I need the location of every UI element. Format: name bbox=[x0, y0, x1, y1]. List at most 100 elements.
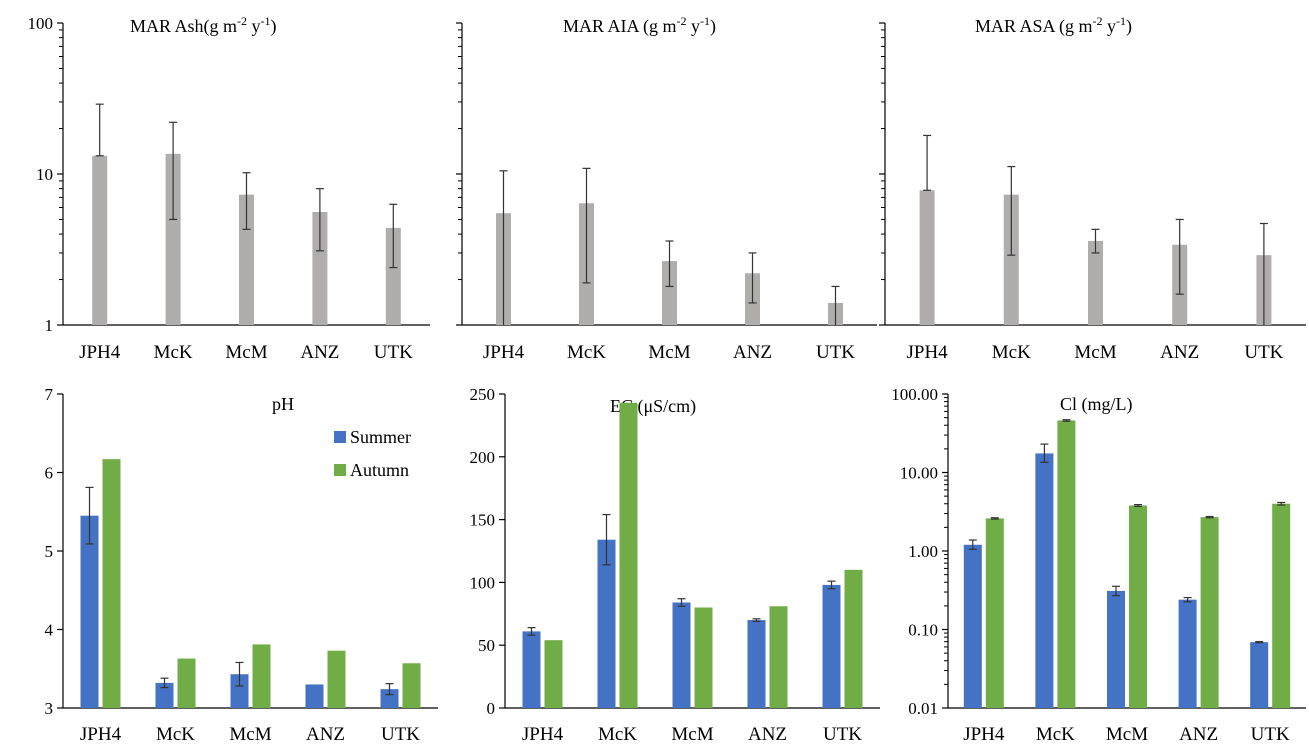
bar bbox=[102, 459, 121, 708]
x-category-label: JPH4 bbox=[907, 342, 949, 363]
plot-area: 3 4 5 6 7 JPH4 McK McM ANZ UTK bbox=[45, 385, 438, 745]
legend-swatch-summer bbox=[334, 431, 346, 443]
bar bbox=[662, 261, 677, 325]
bar bbox=[1129, 505, 1147, 708]
bar bbox=[80, 515, 99, 708]
y-tick-label: 100 bbox=[470, 573, 496, 592]
x-category-label: McM bbox=[225, 342, 267, 363]
chart-ec: EC (μS/cm) 050100150200250JPH4McKMcMANZU… bbox=[470, 385, 880, 745]
x-category-label: McM bbox=[1074, 342, 1116, 363]
bar bbox=[1272, 503, 1291, 708]
bar bbox=[985, 518, 1004, 708]
x-category-label: McM bbox=[671, 724, 713, 745]
x-category-label: JPH4 bbox=[79, 342, 121, 363]
bar bbox=[769, 606, 788, 708]
chart-mar-asa: MAR ASA (g m-2 y-1) JPH4 McK McM ANZ UTK bbox=[879, 14, 1306, 363]
bar bbox=[522, 631, 541, 708]
x-category-label: UTK bbox=[816, 342, 855, 363]
y-tick-label: 50 bbox=[478, 636, 495, 655]
y-tick-label: 4 bbox=[45, 621, 54, 640]
x-category-label: ANZ bbox=[733, 342, 772, 363]
x-category-label: ANZ bbox=[306, 724, 345, 745]
bar bbox=[1088, 240, 1103, 325]
y-tick-label: 150 bbox=[470, 511, 496, 530]
bar bbox=[919, 190, 935, 325]
bar bbox=[1200, 517, 1219, 708]
y-tick-label: 6 bbox=[45, 464, 54, 483]
plot-area: 0.01 0.10 1.00 10.00 100.00 JPH4 McK McM ANZ UTK bbox=[891, 385, 1306, 745]
x-category-label: JPH4 bbox=[80, 724, 122, 745]
bar bbox=[252, 644, 271, 708]
x-category-label: ANZ bbox=[1179, 724, 1218, 745]
chart-title: MAR Ash(g m-2 y-1) bbox=[130, 14, 277, 37]
x-category-label: JPH4 bbox=[522, 724, 564, 745]
chart-title: MAR ASA (g m-2 y-1) bbox=[975, 14, 1132, 37]
x-category-label: UTK bbox=[823, 724, 862, 745]
x-category-label: ANZ bbox=[748, 724, 787, 745]
chart-mar-aia: MAR AIA (g m-2 y-1) JPH4 McK McM ANZ UTK bbox=[456, 14, 877, 363]
x-category-label: McM bbox=[229, 724, 271, 745]
bar bbox=[1107, 590, 1125, 708]
y-tick-label: 200 bbox=[470, 448, 496, 467]
legend-label-autumn: Autumn bbox=[350, 460, 409, 480]
bar bbox=[155, 682, 174, 708]
y-tick-label: 100.00 bbox=[891, 385, 938, 404]
bar bbox=[544, 640, 563, 708]
bar bbox=[1035, 453, 1054, 708]
bar bbox=[92, 155, 108, 325]
y-tick-label: 1 bbox=[45, 316, 54, 335]
bar bbox=[597, 539, 616, 708]
bar bbox=[380, 689, 399, 708]
bar bbox=[312, 212, 328, 325]
bar bbox=[844, 569, 863, 708]
plot-area: 1 10 100 JPH4 McK McM ANZ UTK bbox=[28, 14, 430, 363]
bar bbox=[963, 544, 982, 708]
y-tick-label: 0.10 bbox=[908, 621, 938, 640]
x-category-label: McK bbox=[598, 724, 637, 745]
bar bbox=[672, 602, 691, 708]
chart-title: pH bbox=[272, 394, 294, 414]
y-tick-label: 10 bbox=[36, 165, 53, 184]
chart-mar-ash: MAR Ash(g m-2 y-1) 1 10 100 JPH4 McK McM ANZ UT… bbox=[28, 14, 430, 363]
y-tick-label: 100 bbox=[28, 14, 54, 33]
x-category-label: McM bbox=[648, 342, 690, 363]
y-tick-label: 1.00 bbox=[908, 542, 938, 561]
x-category-label: UTK bbox=[1251, 724, 1290, 745]
y-tick-label: 10.00 bbox=[900, 464, 938, 483]
y-tick-label: 250 bbox=[470, 385, 496, 404]
bar bbox=[177, 658, 196, 708]
bar bbox=[1178, 599, 1197, 708]
bar bbox=[1003, 194, 1019, 325]
x-category-label: UTK bbox=[374, 342, 413, 363]
bar bbox=[165, 153, 181, 325]
legend: Summer Autumn bbox=[334, 427, 411, 480]
legend-label-summer: Summer bbox=[350, 427, 411, 447]
x-category-label: UTK bbox=[381, 724, 420, 745]
bar bbox=[822, 584, 841, 708]
y-tick-label: 5 bbox=[45, 542, 54, 561]
legend-swatch-autumn bbox=[334, 464, 346, 476]
x-category-label: JPH4 bbox=[483, 342, 525, 363]
chart-title: Cl (mg/L) bbox=[1060, 394, 1133, 415]
bar bbox=[694, 607, 713, 708]
x-category-label: UTK bbox=[1244, 342, 1283, 363]
x-category-label: ANZ bbox=[1160, 342, 1199, 363]
bar bbox=[327, 650, 346, 708]
x-category-label: McK bbox=[992, 342, 1031, 363]
bar bbox=[239, 194, 254, 325]
x-category-label: McK bbox=[156, 724, 195, 745]
plot-area: JPH4 McK McM ANZ UTK bbox=[456, 22, 877, 363]
x-category-label: McM bbox=[1106, 724, 1148, 745]
chart-cl: Cl (mg/L) 0.01 0.10 1.00 10.00 100.00 JPH4 McK… bbox=[891, 385, 1306, 745]
x-category-label: McK bbox=[154, 342, 193, 363]
bar bbox=[385, 227, 401, 325]
y-tick-label: 3 bbox=[45, 699, 54, 718]
x-category-label: McK bbox=[567, 342, 606, 363]
bar bbox=[619, 402, 638, 708]
plot-area: 0 50 100 150 200 250 JPH4 McK McM ANZ UTK bbox=[470, 385, 880, 745]
bar bbox=[402, 663, 421, 708]
x-category-label: ANZ bbox=[300, 342, 339, 363]
bar bbox=[747, 620, 766, 708]
x-category-label: McK bbox=[1036, 724, 1075, 745]
